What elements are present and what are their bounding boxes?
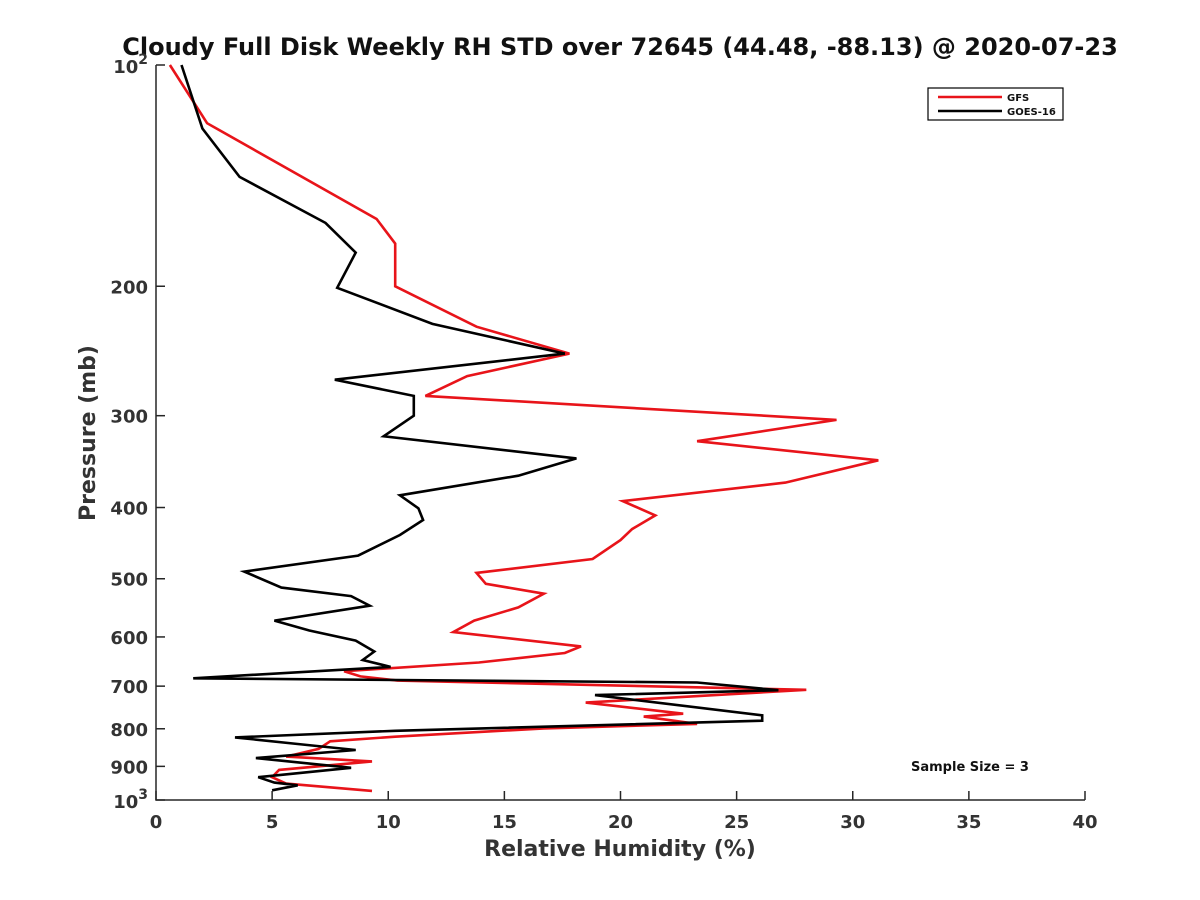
y-tick-label: 102 (113, 52, 148, 78)
x-tick-label: 5 (266, 812, 279, 833)
x-tick-label: 35 (956, 812, 981, 833)
legend: GFS GOES-16 (927, 87, 1064, 121)
x-tick-label: 25 (724, 812, 749, 833)
legend-label-goes-16: GOES-16 (1007, 107, 1056, 118)
y-tick-label: 200 (110, 277, 148, 298)
y-tick-label: 900 (110, 757, 148, 778)
sample-size-annotation: Sample Size = 3 (911, 760, 1029, 775)
y-tick-label: 400 (110, 499, 148, 520)
legend-label-gfs: GFS (1007, 93, 1029, 104)
y-tick-label: 103 (113, 787, 148, 813)
plot-area: 0 5 10 15 20 25 30 35 40 102 200 300 400 500 600 700 80… (110, 52, 1097, 833)
y-tick-label: 600 (110, 628, 148, 649)
x-tick-label: 30 (840, 812, 865, 833)
y-axis: 102 200 300 400 500 600 700 800 900 103 (110, 52, 165, 813)
x-tick-label: 0 (150, 812, 163, 833)
series-layer (168, 64, 879, 793)
x-tick-label: 15 (492, 812, 517, 833)
x-tick-label: 20 (608, 812, 633, 833)
series-line-gfs (168, 64, 879, 793)
chart-title: Cloudy Full Disk Weekly RH STD over 7264… (122, 33, 1118, 61)
series-line-goes-16 (180, 64, 779, 792)
x-tick-label: 40 (1072, 812, 1097, 833)
x-axis: 0 5 10 15 20 25 30 35 40 (150, 791, 1098, 833)
x-tick-label: 10 (376, 812, 401, 833)
y-tick-label: 700 (110, 677, 148, 698)
legend-box (927, 87, 1064, 121)
x-axis-label: Relative Humidity (%) (484, 837, 756, 862)
y-axis-label: Pressure (mb) (76, 345, 101, 521)
y-tick-label: 500 (110, 570, 148, 591)
y-tick-label: 800 (110, 720, 148, 741)
y-tick-label: 300 (110, 407, 148, 428)
